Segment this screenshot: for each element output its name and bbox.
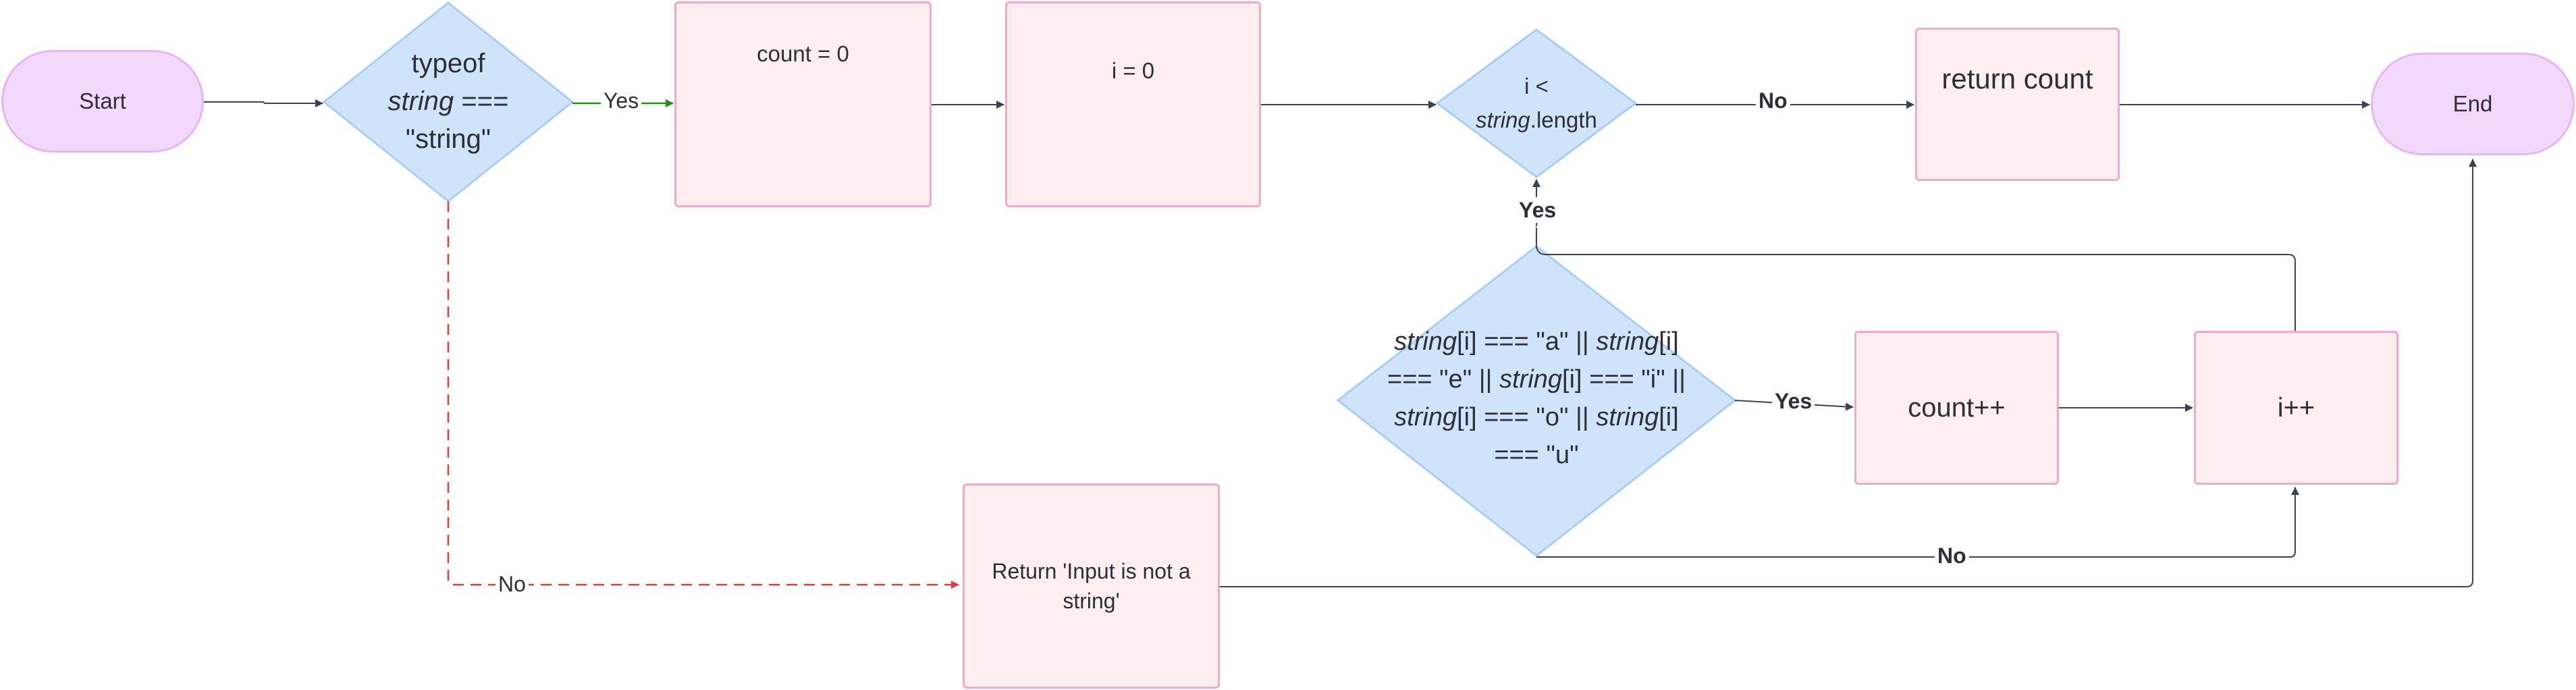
vowel-part-2: string	[1596, 327, 1659, 356]
type-check-italic: string	[387, 86, 454, 116]
decision-loop-check-shape	[1435, 28, 1638, 178]
i-init-node: i = 0	[1005, 1, 1261, 207]
type-check-line3: "string"	[405, 124, 491, 154]
vowel-part-4: string	[1499, 365, 1563, 394]
edge-error-to-end	[1220, 159, 2477, 587]
loop-check-label: i < string.length	[1458, 59, 1615, 147]
count-init-node: count = 0	[674, 1, 932, 207]
end-label: End	[2452, 91, 2493, 116]
edge-label-loop-no: No	[1756, 88, 1790, 113]
loop-check-italic: string	[1476, 107, 1530, 132]
return-error-label: Return 'Input is not a string'	[992, 559, 1191, 613]
edge-label-vowel-no: No	[1935, 543, 1969, 568]
start-node: Start	[1, 50, 204, 153]
vowel-part-9: [i] === "u"	[1494, 403, 1679, 469]
edge-label-type-no: No	[495, 571, 529, 597]
loop-check-prefix: i <	[1524, 74, 1549, 99]
i-increment-node: i++	[2194, 331, 2398, 485]
count-increment-label: count++	[1908, 392, 2006, 423]
i-increment-label: i++	[2277, 392, 2315, 423]
edge-label-vowel-yes: Yes	[1772, 388, 1815, 414]
type-check-label: typeof string === "string"	[351, 37, 545, 165]
count-increment-node: count++	[1854, 331, 2059, 485]
return-count-label: return count	[1941, 63, 2093, 95]
vowel-part-1: [i] === "a" ||	[1457, 327, 1596, 356]
edge-type-no	[447, 201, 959, 589]
return-count-node: return count	[1915, 28, 2120, 181]
i-init-label: i = 0	[1111, 57, 1155, 83]
vowel-part-0: string	[1394, 327, 1457, 356]
edge-iinc-to-loop-check	[1536, 228, 2296, 331]
end-node: End	[2371, 53, 2575, 155]
vowel-part-6: string	[1394, 403, 1457, 431]
vowel-part-8: string	[1596, 403, 1659, 431]
return-error-node: Return 'Input is not a string'	[963, 483, 1220, 689]
loop-check-suffix: .length	[1530, 107, 1597, 132]
type-check-line1: typeof	[411, 49, 485, 78]
vowel-part-7: [i] === "o" ||	[1457, 403, 1596, 431]
edge-label-loop-yes: Yes	[1516, 197, 1559, 223]
edge-label-type-yes: Yes	[601, 88, 642, 113]
type-check-rest: ===	[454, 86, 509, 116]
count-init-label: count = 0	[757, 41, 849, 66]
vowel-part-5: [i] === "i" ||	[1562, 365, 1686, 394]
vowel-check-label: string[i] === "a" || string[i] === "e" |…	[1369, 297, 1704, 500]
edge-vowel-no	[1536, 487, 2299, 558]
edge-start-to-type-check	[204, 99, 323, 107]
start-label: Start	[79, 88, 126, 113]
decision-vowel-check-shape	[1336, 245, 1737, 557]
vowel-part-3: [i] === "e" ||	[1387, 327, 1679, 394]
